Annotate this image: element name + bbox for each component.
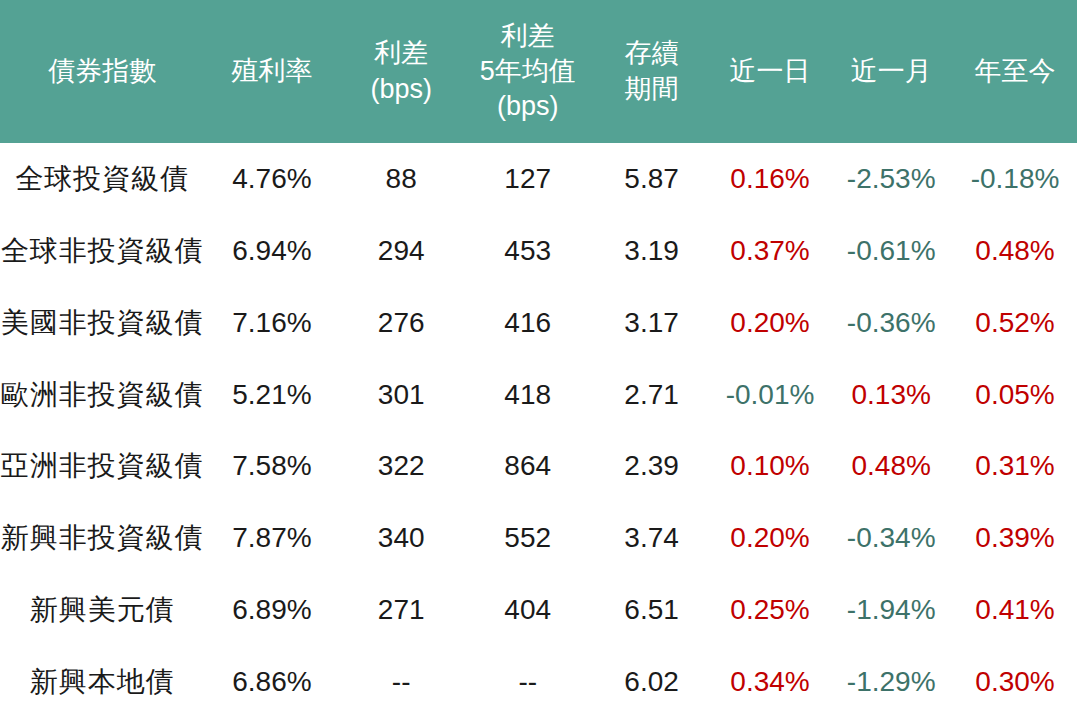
cell-spread: 340 [339,502,463,574]
column-header-bond-index: 債券指數 [0,0,205,143]
bond-index-table: 債券指數 殖利率 利差 (bps) 利差 5年均值 (bps) 存續 期間 近一… [0,0,1077,718]
column-header-spread-5y-avg: 利差 5年均值 (bps) [463,0,592,143]
cell-ytd: 0.30% [953,646,1077,718]
table-row: 新興非投資級債7.87%3405523.740.20%-0.34%0.39% [0,502,1077,574]
cell-day: 0.16% [711,143,829,215]
cell-yield: 7.58% [205,431,340,503]
cell-duration: 3.74 [592,502,710,574]
cell-spread: 276 [339,287,463,359]
cell-spread: 88 [339,143,463,215]
cell-name: 亞洲非投資級債 [0,431,205,503]
cell-yield: 6.86% [205,646,340,718]
cell-spread: 322 [339,431,463,503]
cell-day: 0.25% [711,574,829,646]
cell-month: 0.48% [829,431,953,503]
cell-spread_5y_avg: 127 [463,143,592,215]
cell-duration: 2.39 [592,431,710,503]
cell-name: 新興非投資級債 [0,502,205,574]
cell-spread_5y_avg: 416 [463,287,592,359]
table-header: 債券指數 殖利率 利差 (bps) 利差 5年均值 (bps) 存續 期間 近一… [0,0,1077,143]
cell-ytd: -0.18% [953,143,1077,215]
cell-spread_5y_avg: 404 [463,574,592,646]
cell-yield: 5.21% [205,359,340,431]
cell-duration: 3.19 [592,215,710,287]
cell-spread_5y_avg: 418 [463,359,592,431]
cell-duration: 5.87 [592,143,710,215]
cell-day: 0.20% [711,502,829,574]
cell-spread_5y_avg: 453 [463,215,592,287]
cell-day: 0.37% [711,215,829,287]
cell-day: 0.20% [711,287,829,359]
column-header-1-day: 近一日 [711,0,829,143]
cell-duration: 2.71 [592,359,710,431]
table-row: 全球投資級債4.76%881275.870.16%-2.53%-0.18% [0,143,1077,215]
cell-name: 新興美元債 [0,574,205,646]
table-row: 美國非投資級債7.16%2764163.170.20%-0.36%0.52% [0,287,1077,359]
column-header-duration: 存續 期間 [592,0,710,143]
header-row: 債券指數 殖利率 利差 (bps) 利差 5年均值 (bps) 存續 期間 近一… [0,0,1077,143]
column-header-ytd: 年至今 [953,0,1077,143]
table-body: 全球投資級債4.76%881275.870.16%-2.53%-0.18%全球非… [0,143,1077,718]
cell-spread_5y_avg: -- [463,646,592,718]
cell-month: 0.13% [829,359,953,431]
cell-spread_5y_avg: 864 [463,431,592,503]
cell-ytd: 0.48% [953,215,1077,287]
cell-yield: 7.87% [205,502,340,574]
cell-duration: 6.51 [592,574,710,646]
cell-ytd: 0.41% [953,574,1077,646]
table-row: 歐洲非投資級債5.21%3014182.71-0.01%0.13%0.05% [0,359,1077,431]
cell-ytd: 0.31% [953,431,1077,503]
cell-spread: 294 [339,215,463,287]
cell-duration: 3.17 [592,287,710,359]
cell-month: -1.29% [829,646,953,718]
table-row: 新興美元債6.89%2714046.510.25%-1.94%0.41% [0,574,1077,646]
cell-spread: -- [339,646,463,718]
cell-spread: 271 [339,574,463,646]
column-header-spread: 利差 (bps) [339,0,463,143]
cell-yield: 6.89% [205,574,340,646]
cell-day: -0.01% [711,359,829,431]
cell-spread: 301 [339,359,463,431]
cell-duration: 6.02 [592,646,710,718]
cell-day: 0.34% [711,646,829,718]
column-header-1-month: 近一月 [829,0,953,143]
cell-yield: 4.76% [205,143,340,215]
cell-ytd: 0.39% [953,502,1077,574]
table-row: 全球非投資級債6.94%2944533.190.37%-0.61%0.48% [0,215,1077,287]
cell-month: -0.36% [829,287,953,359]
column-header-yield: 殖利率 [205,0,340,143]
cell-month: -2.53% [829,143,953,215]
cell-ytd: 0.52% [953,287,1077,359]
cell-day: 0.10% [711,431,829,503]
table-row: 新興本地債6.86%----6.020.34%-1.29%0.30% [0,646,1077,718]
cell-yield: 6.94% [205,215,340,287]
cell-name: 全球投資級債 [0,143,205,215]
cell-spread_5y_avg: 552 [463,502,592,574]
cell-month: -1.94% [829,574,953,646]
cell-name: 新興本地債 [0,646,205,718]
cell-month: -0.34% [829,502,953,574]
cell-name: 美國非投資級債 [0,287,205,359]
cell-ytd: 0.05% [953,359,1077,431]
cell-name: 全球非投資級債 [0,215,205,287]
cell-month: -0.61% [829,215,953,287]
cell-name: 歐洲非投資級債 [0,359,205,431]
table-row: 亞洲非投資級債7.58%3228642.390.10%0.48%0.31% [0,431,1077,503]
cell-yield: 7.16% [205,287,340,359]
